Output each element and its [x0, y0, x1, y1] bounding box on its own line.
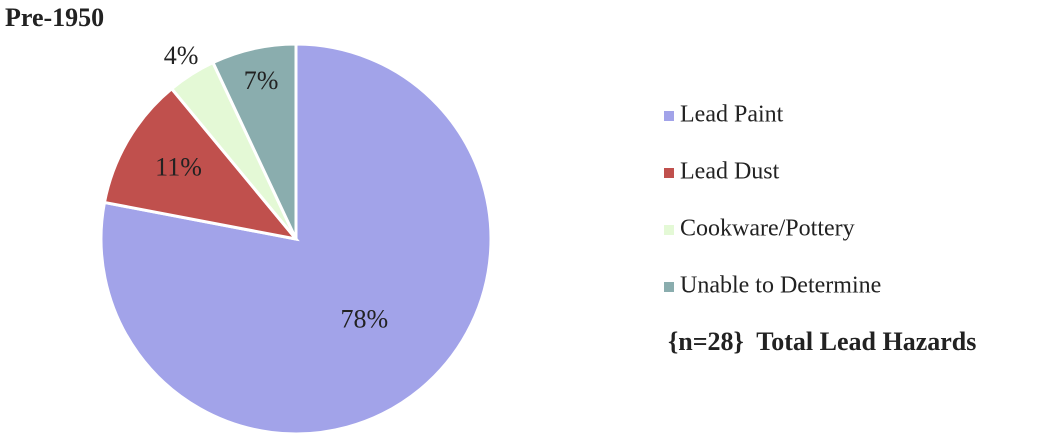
pie-slice	[210, 42, 298, 240]
annotation: {n=28} Total Lead Hazards	[668, 327, 976, 356]
legend-swatch	[664, 111, 674, 121]
legend-label: Unable to Determine	[680, 273, 881, 299]
data-label: 11%	[155, 152, 202, 181]
data-label: 7%	[244, 66, 279, 95]
data-label: 4%	[164, 41, 199, 70]
pie-slice	[99, 42, 493, 436]
legend-swatch	[664, 225, 674, 235]
legend-label: Lead Paint	[680, 102, 784, 128]
legend-swatch	[664, 168, 674, 178]
legend-label: Cookware/Pottery	[680, 216, 855, 242]
legend-label: Lead Dust	[680, 159, 780, 185]
pie-slice	[102, 86, 300, 242]
legend-swatch	[664, 282, 674, 292]
chart-title: Pre-1950	[5, 3, 104, 32]
data-label: 78%	[341, 305, 389, 334]
